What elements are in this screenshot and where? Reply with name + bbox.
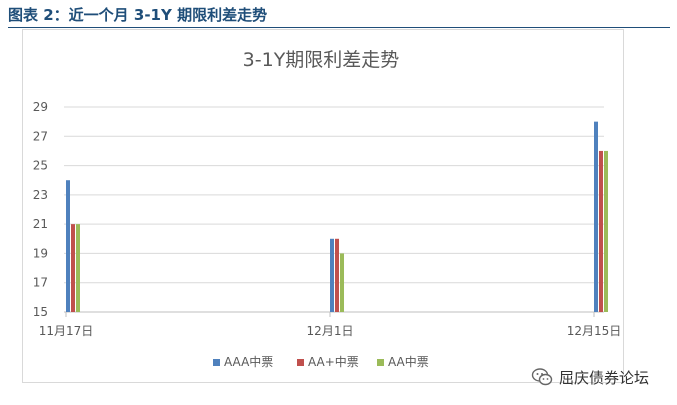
y-tick-label: 27 xyxy=(33,129,48,143)
chart-title: 3-1Y期限利差走势 xyxy=(243,49,400,71)
legend-swatch xyxy=(297,359,304,366)
watermark-text: 屈庆债券论坛 xyxy=(559,368,650,387)
legend-swatch xyxy=(213,359,220,366)
bar xyxy=(335,238,339,312)
bar xyxy=(340,253,344,312)
bar xyxy=(71,224,75,312)
caption-divider xyxy=(8,27,670,28)
legend-label: AAA中票 xyxy=(224,354,273,369)
y-tick-label: 23 xyxy=(33,188,48,202)
x-tick-label: 11月17日 xyxy=(39,324,94,338)
figure-caption: 图表 2：近一个月 3-1Y 期限利差走势 xyxy=(8,6,268,24)
y-tick-label: 21 xyxy=(33,217,48,231)
legend-label: AA中票 xyxy=(388,354,429,369)
watermark: 屈庆债券论坛 xyxy=(531,366,649,388)
bar xyxy=(76,224,80,312)
bar xyxy=(594,121,598,313)
wechat-icon xyxy=(531,368,553,386)
y-tick-label: 19 xyxy=(33,246,48,260)
chart-area xyxy=(22,29,624,383)
legend-label: AA+中票 xyxy=(308,354,359,369)
legend-swatch xyxy=(377,359,384,366)
y-tick-label: 29 xyxy=(33,100,48,114)
x-tick-label: 12月15日 xyxy=(567,324,622,338)
x-tick-label: 12月1日 xyxy=(307,324,354,338)
bar xyxy=(599,150,603,312)
bar xyxy=(330,238,334,312)
y-tick-label: 15 xyxy=(33,305,48,319)
y-tick-label: 25 xyxy=(33,159,48,173)
bar xyxy=(66,180,70,312)
y-tick-label: 17 xyxy=(33,276,48,290)
bar xyxy=(604,150,608,312)
